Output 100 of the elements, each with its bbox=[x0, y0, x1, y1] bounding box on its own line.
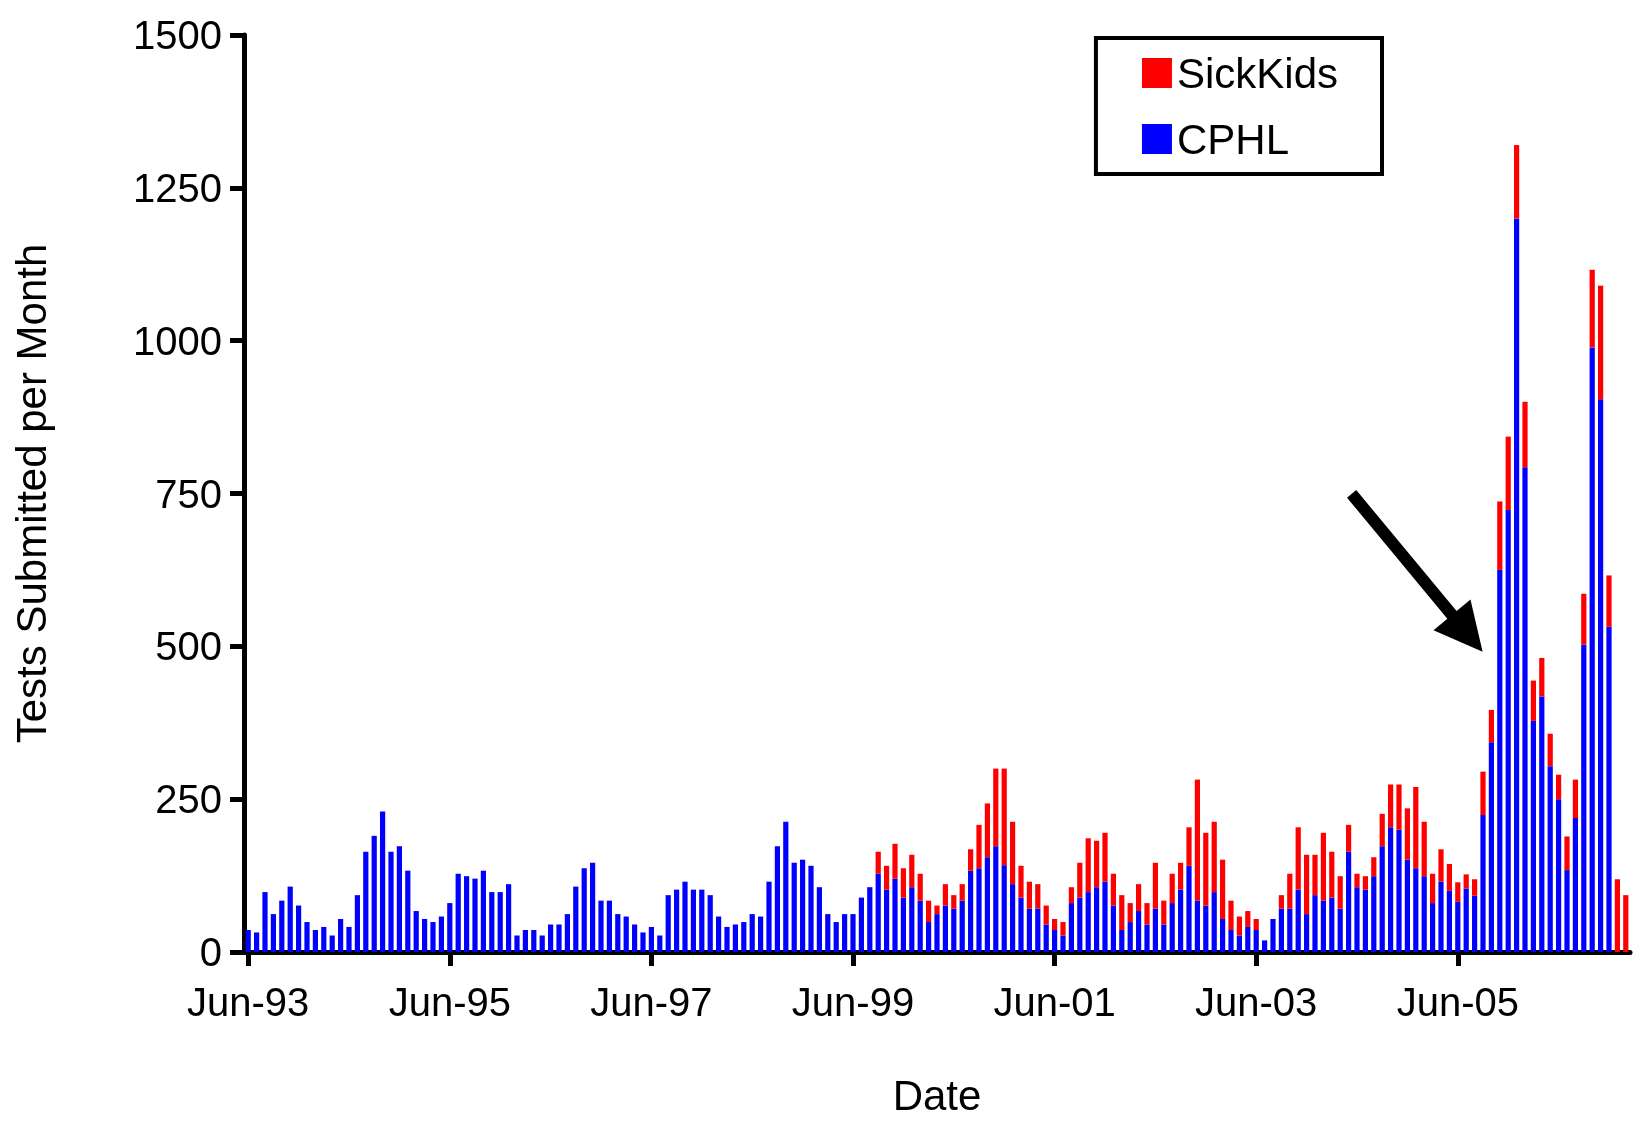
bar bbox=[1379, 846, 1385, 952]
bar bbox=[1110, 873, 1116, 906]
bar bbox=[1446, 863, 1452, 891]
bar bbox=[531, 929, 537, 952]
bar bbox=[707, 895, 713, 952]
bar bbox=[640, 932, 646, 952]
bar bbox=[1379, 813, 1385, 847]
bar bbox=[1505, 510, 1511, 952]
bar bbox=[942, 884, 948, 906]
bar bbox=[1472, 879, 1478, 896]
bar bbox=[934, 914, 940, 952]
bar bbox=[1094, 840, 1100, 888]
bar bbox=[1337, 908, 1343, 952]
bar bbox=[1094, 887, 1100, 952]
bar bbox=[984, 803, 990, 858]
bar bbox=[1396, 784, 1402, 830]
bar bbox=[270, 914, 276, 952]
bar bbox=[1119, 895, 1125, 930]
bar bbox=[388, 851, 394, 952]
bar bbox=[1497, 501, 1503, 570]
bar bbox=[1278, 895, 1284, 909]
bar bbox=[959, 884, 965, 901]
bar bbox=[1043, 924, 1049, 952]
bar bbox=[1514, 218, 1520, 952]
bar bbox=[1043, 905, 1049, 925]
bar bbox=[304, 922, 310, 952]
bar bbox=[1077, 897, 1083, 952]
bar bbox=[783, 821, 789, 952]
bar bbox=[1052, 918, 1058, 930]
bar bbox=[1010, 884, 1016, 952]
bar bbox=[1127, 922, 1133, 952]
legend-label: CPHL bbox=[1176, 115, 1289, 163]
bar bbox=[917, 900, 923, 952]
bar bbox=[875, 851, 881, 874]
bar bbox=[1606, 575, 1612, 627]
bar bbox=[724, 926, 730, 952]
bar bbox=[892, 843, 898, 879]
bar bbox=[573, 886, 579, 952]
bar bbox=[472, 878, 478, 952]
bar bbox=[833, 922, 839, 952]
bar bbox=[1245, 926, 1251, 952]
bar bbox=[1253, 929, 1259, 952]
bar bbox=[1497, 569, 1503, 952]
bar bbox=[556, 924, 562, 952]
bar bbox=[909, 854, 915, 888]
bar bbox=[1371, 857, 1377, 877]
bar bbox=[1430, 903, 1436, 952]
bar bbox=[1026, 908, 1032, 952]
bar bbox=[1203, 905, 1209, 952]
bar bbox=[1530, 720, 1536, 952]
bar bbox=[1581, 644, 1587, 952]
bar bbox=[1388, 827, 1394, 952]
bar bbox=[1236, 916, 1242, 936]
bar bbox=[741, 922, 747, 952]
x-tick-label: Jun-03 bbox=[1195, 980, 1318, 1024]
bar bbox=[1102, 881, 1108, 952]
bar bbox=[346, 926, 352, 952]
bar bbox=[1295, 889, 1301, 952]
bar bbox=[1060, 922, 1066, 936]
bar bbox=[993, 768, 999, 847]
bar bbox=[1320, 832, 1326, 901]
bar bbox=[590, 862, 596, 952]
x-tick-label: Jun-95 bbox=[388, 980, 511, 1024]
bar bbox=[1354, 873, 1360, 888]
y-tick-label: 1000 bbox=[133, 318, 222, 363]
bar bbox=[1413, 868, 1419, 952]
bar bbox=[1035, 884, 1041, 909]
bar bbox=[606, 900, 612, 952]
bar bbox=[1598, 285, 1604, 400]
bar bbox=[842, 914, 848, 952]
bar bbox=[564, 914, 570, 952]
bar bbox=[1446, 890, 1452, 952]
bar bbox=[1060, 935, 1066, 952]
bar bbox=[1102, 832, 1108, 882]
bar bbox=[1413, 786, 1419, 869]
bar bbox=[1228, 929, 1234, 952]
bar bbox=[1211, 821, 1217, 893]
bar bbox=[1169, 873, 1175, 904]
y-tick-label: 750 bbox=[155, 471, 222, 516]
bar bbox=[758, 916, 764, 952]
bar bbox=[1421, 821, 1427, 877]
bar bbox=[1085, 838, 1091, 893]
bar bbox=[825, 914, 831, 952]
bar bbox=[321, 926, 327, 952]
bar bbox=[892, 878, 898, 952]
bar bbox=[1547, 733, 1553, 767]
bar bbox=[657, 935, 663, 952]
bar bbox=[1262, 940, 1268, 952]
bar bbox=[875, 873, 881, 952]
y-tick-label: 1500 bbox=[133, 13, 222, 57]
bar bbox=[1530, 680, 1536, 721]
bar bbox=[1152, 908, 1158, 952]
bar bbox=[968, 870, 974, 952]
bar bbox=[1077, 862, 1083, 898]
bar bbox=[1178, 889, 1184, 952]
bar bbox=[1144, 924, 1150, 952]
bar bbox=[1186, 827, 1192, 866]
bar bbox=[455, 873, 461, 952]
y-axis-title: Tests Submitted per Month bbox=[7, 243, 55, 744]
bar bbox=[1085, 892, 1091, 952]
